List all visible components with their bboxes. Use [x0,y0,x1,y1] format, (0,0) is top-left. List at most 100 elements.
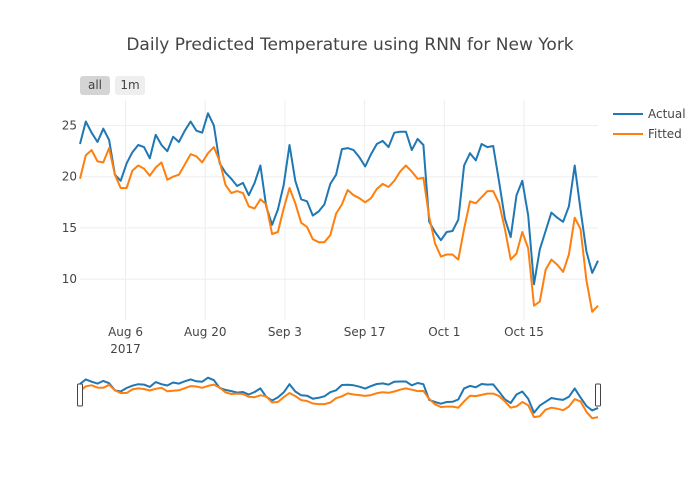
data-point-fitted[interactable] [199,159,205,165]
data-point-fitted[interactable] [409,169,415,175]
slider-handle-left[interactable] [77,383,83,407]
data-point-fitted[interactable] [479,194,485,200]
data-point-actual[interactable] [281,182,287,188]
data-point-fitted[interactable] [228,190,234,196]
data-point-actual[interactable] [170,134,176,140]
data-point-actual[interactable] [176,139,182,145]
data-point-actual[interactable] [240,180,246,186]
range-button-all[interactable]: all [80,76,110,95]
data-point-actual[interactable] [578,206,584,212]
data-point-fitted[interactable] [205,150,211,156]
data-point-actual[interactable] [252,180,258,186]
data-point-fitted[interactable] [188,151,194,157]
data-point-actual[interactable] [455,217,461,223]
data-point-fitted[interactable] [380,181,386,187]
data-point-fitted[interactable] [106,145,112,151]
data-point-actual[interactable] [420,142,426,148]
series-line-actual[interactable] [79,112,599,286]
data-point-fitted[interactable] [252,205,258,211]
data-point-actual[interactable] [147,155,153,161]
data-point-actual[interactable] [316,209,322,215]
data-point-actual[interactable] [141,144,147,150]
data-point-fitted[interactable] [578,226,584,232]
data-point-fitted[interactable] [124,185,130,191]
data-point-fitted[interactable] [176,172,182,178]
data-point-actual[interactable] [374,141,380,147]
data-point-actual[interactable] [333,172,339,178]
data-point-actual[interactable] [362,164,368,170]
data-point-fitted[interactable] [543,267,549,273]
data-point-fitted[interactable] [385,184,391,190]
data-point-actual[interactable] [554,215,560,221]
data-point-actual[interactable] [351,147,357,153]
data-point-fitted[interactable] [246,203,252,209]
data-point-fitted[interactable] [83,152,89,158]
data-point-actual[interactable] [153,132,159,138]
data-point-fitted[interactable] [397,169,403,175]
data-point-fitted[interactable] [554,262,560,268]
data-point-actual[interactable] [479,141,485,147]
data-point-actual[interactable] [339,146,345,152]
data-point-actual[interactable] [275,206,281,212]
data-point-fitted[interactable] [560,269,566,275]
data-point-actual[interactable] [572,162,578,168]
data-point-fitted[interactable] [339,201,345,207]
data-point-fitted[interactable] [374,186,380,192]
data-point-actual[interactable] [100,126,106,132]
data-point-actual[interactable] [403,129,409,135]
data-point-fitted[interactable] [548,257,554,263]
data-point-actual[interactable] [409,147,415,153]
data-point-actual[interactable] [83,118,89,124]
data-point-actual[interactable] [135,142,141,148]
data-point-actual[interactable] [397,129,403,135]
data-point-fitted[interactable] [333,211,339,217]
range-button-1m[interactable]: 1m [115,76,145,95]
data-point-fitted[interactable] [444,252,450,258]
legend-label-fitted[interactable]: Fitted [648,127,682,141]
data-point-actual[interactable] [292,178,298,184]
data-point-actual[interactable] [246,192,252,198]
data-point-fitted[interactable] [298,220,304,226]
data-point-fitted[interactable] [129,168,135,174]
data-point-fitted[interactable] [135,162,141,168]
data-point-actual[interactable] [356,154,362,160]
data-point-fitted[interactable] [583,277,589,283]
data-point-fitted[interactable] [420,175,426,181]
data-point-actual[interactable] [595,258,601,264]
data-point-fitted[interactable] [158,159,164,165]
data-point-actual[interactable] [129,149,135,155]
data-point-fitted[interactable] [572,215,578,221]
data-point-fitted[interactable] [193,153,199,159]
data-point-fitted[interactable] [484,188,490,194]
data-point-fitted[interactable] [467,198,473,204]
data-point-actual[interactable] [321,201,327,207]
data-point-actual[interactable] [589,270,595,276]
data-point-fitted[interactable] [502,226,508,232]
data-point-actual[interactable] [182,128,188,134]
data-point-fitted[interactable] [275,229,281,235]
data-point-actual[interactable] [199,130,205,136]
data-point-actual[interactable] [473,157,479,163]
data-point-fitted[interactable] [345,187,351,193]
data-point-actual[interactable] [211,123,217,129]
data-point-fitted[interactable] [449,252,455,258]
data-point-fitted[interactable] [321,239,327,245]
data-point-fitted[interactable] [473,200,479,206]
data-point-actual[interactable] [298,196,304,202]
data-point-fitted[interactable] [217,158,223,164]
data-point-fitted[interactable] [589,309,595,315]
data-point-fitted[interactable] [327,232,333,238]
data-point-fitted[interactable] [263,201,269,207]
data-point-fitted[interactable] [287,185,293,191]
data-point-actual[interactable] [525,213,531,219]
data-point-fitted[interactable] [415,176,421,182]
data-point-actual[interactable] [188,118,194,124]
data-point-fitted[interactable] [77,176,83,182]
data-point-actual[interactable] [449,228,455,234]
data-point-actual[interactable] [484,144,490,150]
data-point-fitted[interactable] [537,299,543,305]
data-point-fitted[interactable] [351,192,357,198]
data-point-actual[interactable] [124,160,130,166]
data-point-actual[interactable] [380,138,386,144]
data-point-fitted[interactable] [292,200,298,206]
